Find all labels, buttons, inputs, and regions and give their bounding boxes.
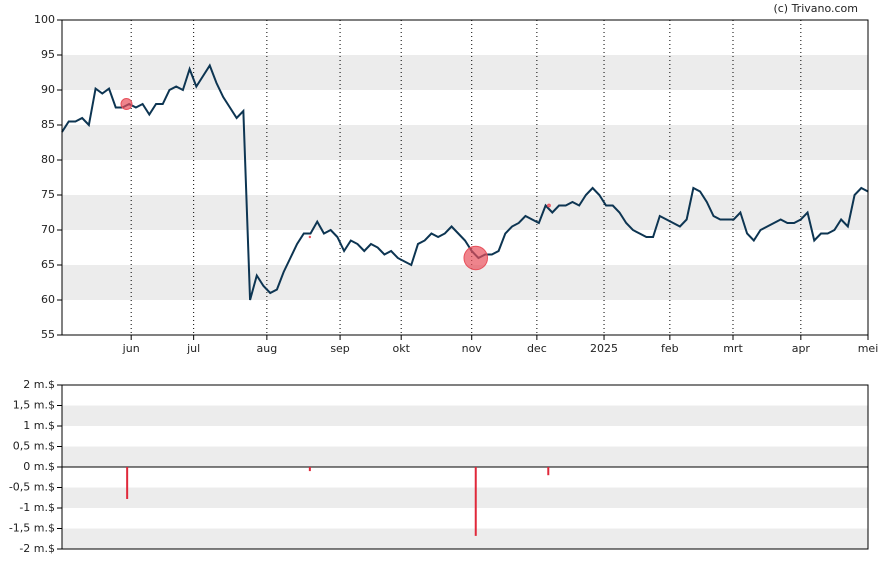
y-tick-label: 80 [41,153,55,166]
x-tick-label: aug [257,342,278,355]
y-tick-label: 2 m.$ [23,378,55,391]
y-tick-label: 75 [41,188,55,201]
x-tick-label: okt [392,342,410,355]
plot-frame [61,384,869,550]
y-tick-label: 60 [41,293,55,306]
y-tick-label: 85 [41,118,55,131]
x-tick-label: nov [462,342,483,355]
y-tick-label: 65 [41,258,55,271]
y-tick-label: -2 m.$ [19,542,55,555]
y-tick-label: 0 m.$ [23,460,55,473]
y-tick-label: 95 [41,48,55,61]
bar [308,467,311,472]
trade-marker [547,203,551,208]
x-tick-label: mei [858,342,879,355]
x-tick-label: apr [792,342,811,355]
y-tick-label: 1,5 m.$ [13,399,55,412]
band [62,446,868,467]
y-tick-label: -1 m.$ [19,501,55,514]
credit: (c) Trivano.com [773,2,858,15]
y-tick-label: 100 [34,13,55,26]
bar [474,467,477,536]
bar [126,467,129,499]
y-tick-label: 70 [41,223,55,236]
y-tick-label: 1 m.$ [23,419,55,432]
y-tick-label: 90 [41,83,55,96]
band [62,55,868,90]
y-tick-label: 55 [41,328,55,341]
bar [547,467,550,476]
x-tick-label: jul [186,342,200,355]
band [62,528,868,549]
plot-frame [61,19,869,336]
band [62,405,868,426]
band [62,487,868,508]
x-tick-label: jun [122,342,140,355]
y-tick-label: -0,5 m.$ [9,481,55,494]
x-tick-label: mrt [723,342,743,355]
trade-marker [308,235,312,239]
trade-marker [120,98,133,110]
y-tick-label: 0,5 m.$ [13,440,55,453]
band [62,195,868,230]
trade-marker [463,245,489,271]
band [62,125,868,160]
band [62,265,868,300]
y-tick-label: -1,5 m.$ [9,522,55,535]
x-tick-label: 2025 [590,342,618,355]
x-tick-label: sep [330,342,349,355]
x-tick-label: feb [661,342,679,355]
price-line [61,63,869,301]
x-tick-label: dec [527,342,547,355]
